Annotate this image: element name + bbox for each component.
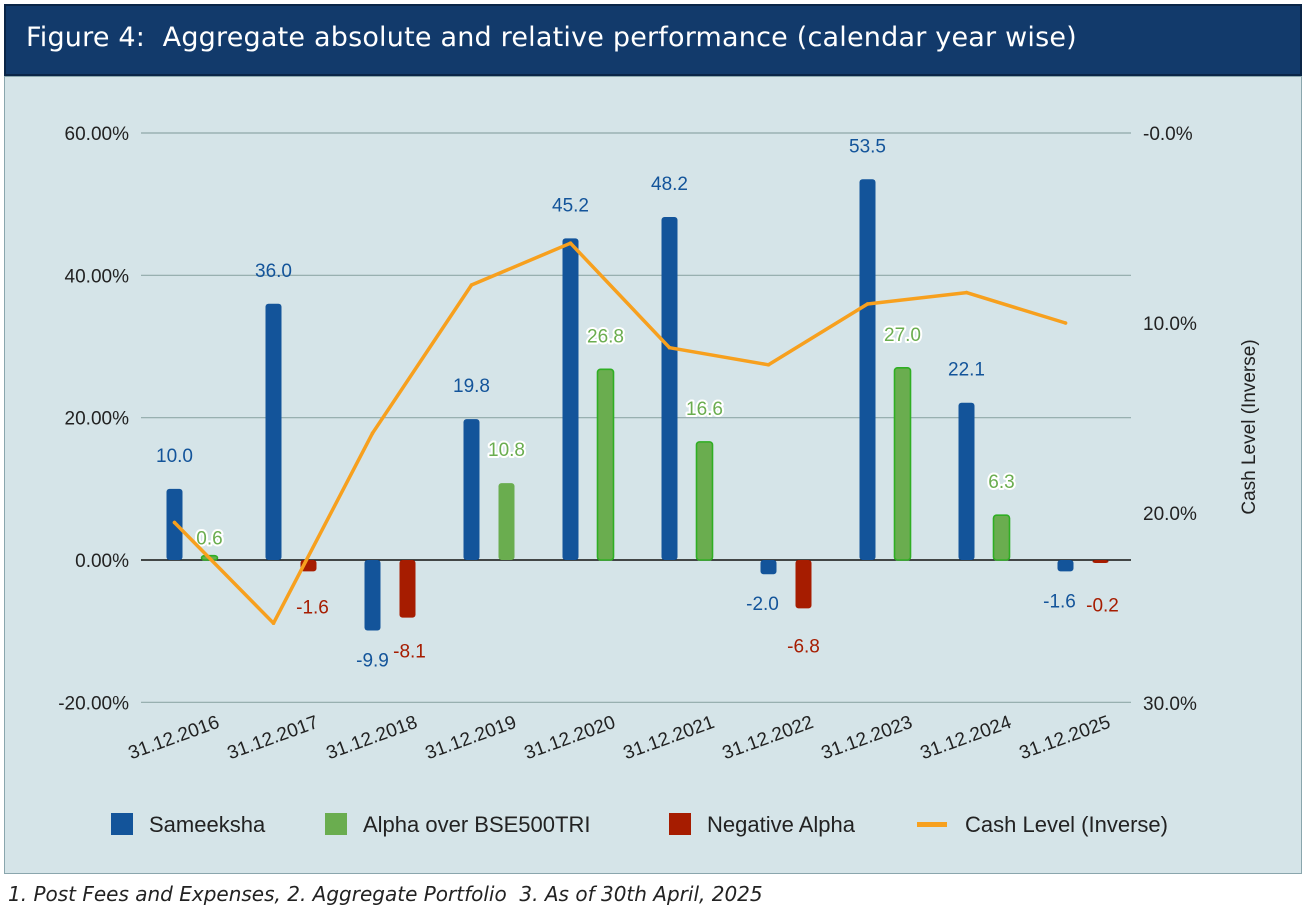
alpha-data-label-halo: 26.8 [587,326,624,347]
category-tick-label: 31.12.2022 [720,712,817,764]
category-tick-label: 31.12.2019 [423,712,520,764]
negative-alpha-bar [1092,560,1109,563]
sameeksha-bar [859,179,876,560]
combo-chart: -20.00% 0.00% 20.00% 40.00% 60.00% -0.0% 10.0%… [58,124,1260,837]
legend-label: Alpha over BSE500TRI [363,812,590,837]
figure-title: Figure 4: Aggregate absolute and relativ… [26,22,1077,53]
sameeksha-data-label: 53.5 [849,136,886,157]
cash-level-point [766,363,771,367]
alpha-data-label: 26.8 [587,326,624,347]
negative-alpha-bar [795,560,812,609]
right-axis-tick-label: 30.0% [1143,694,1197,715]
alpha-data-label-halo: 16.6 [686,399,723,420]
cash-level-line [172,241,1068,625]
footnote: 1. Post Fees and Expenses, 2. Aggregate … [8,882,763,906]
sameeksha-data-label: 19.8 [453,376,490,397]
cash-level-point [667,345,672,350]
alpha-bar [992,514,1011,561]
sameeksha-data-label: 10.0 [156,446,193,467]
cash-level-point [271,621,276,625]
negative-alpha-data-label: -1.6 [296,597,329,618]
alpha-data-label: 16.6 [686,399,723,420]
sameeksha-data-label: -9.9 [356,650,389,671]
alpha-data-label-halo: 10.8 [488,440,525,461]
right-axis-tick-label: 10.0% [1143,314,1197,335]
legend-swatch [669,813,691,835]
sameeksha-bar [1057,560,1074,572]
alpha-data-label-halo: 6.3 [988,472,1014,493]
sameeksha-data-label: 36.0 [255,261,292,282]
left-axis-tick-label: 20.00% [65,409,130,430]
category-tick-label: 31.12.2018 [324,712,421,764]
cash-level-point [1063,321,1068,325]
negative-alpha-bar [399,560,416,618]
cash-level-point [370,431,375,436]
chart-panel: -20.00% 0.00% 20.00% 40.00% 60.00% -0.0% 10.0%… [4,76,1302,874]
category-tick-label: 31.12.2025 [1017,712,1114,764]
left-axis-tick-label: -20.00% [58,693,129,714]
sameeksha-bar [265,303,282,560]
sameeksha-bar [958,402,975,560]
legend-label: Sameeksha [149,812,266,837]
negative-alpha-data-label: -6.8 [787,636,820,657]
left-axis-tick-label: 60.00% [65,124,130,145]
sameeksha-data-label: 45.2 [552,195,589,216]
sameeksha-bar [463,419,480,560]
category-tick-label: 31.12.2023 [819,712,916,764]
alpha-data-label: 10.8 [488,440,525,461]
legend-swatch [917,822,947,827]
cash-level-point [568,241,573,245]
alpha-bar [893,367,912,561]
right-axis-tick-label: 20.0% [1143,504,1197,525]
sameeksha-data-label: 22.1 [948,360,985,381]
category-tick-label: 31.12.2024 [918,712,1015,764]
legend-swatch [325,813,347,835]
right-axis-tick-label: -0.0% [1143,124,1193,145]
legend-swatch [111,813,133,835]
cash-level-point [469,283,474,287]
cash-level-point [964,290,969,295]
alpha-bar [695,441,714,561]
left-axis-tick-label: 40.00% [65,266,130,287]
sameeksha-bar [661,216,678,560]
legend-label: Cash Level (Inverse) [965,812,1168,837]
alpha-data-label-halo: 0.6 [196,529,222,550]
sameeksha-bar [364,560,381,631]
category-tick-label: 31.12.2017 [225,712,322,764]
sameeksha-data-label: -2.0 [746,594,779,615]
alpha-data-label: 6.3 [988,472,1014,493]
alpha-bar [498,483,515,560]
category-tick-label: 31.12.2020 [522,712,619,764]
figure-header: Figure 4: Aggregate absolute and relativ… [4,4,1302,76]
alpha-data-label: 27.0 [884,325,921,346]
cash-level-point [172,520,177,525]
alpha-bar [596,368,615,561]
category-tick-label: 31.12.2016 [126,712,223,764]
sameeksha-bar [562,238,579,560]
alpha-data-label: 0.6 [196,529,222,550]
sameeksha-data-label: 48.2 [651,174,688,195]
negative-alpha-data-label: -8.1 [393,642,426,663]
left-axis-tick-label: 0.00% [75,551,129,572]
sameeksha-bar [760,560,777,575]
alpha-data-label-halo: 27.0 [884,325,921,346]
cash-level-point [865,302,870,306]
negative-alpha-data-label: -0.2 [1086,595,1119,616]
sameeksha-data-label: -1.6 [1043,591,1076,612]
category-tick-label: 31.12.2021 [621,712,718,764]
legend-label: Negative Alpha [707,812,856,837]
right-axis-label: Cash Level (Inverse) [1239,339,1260,514]
